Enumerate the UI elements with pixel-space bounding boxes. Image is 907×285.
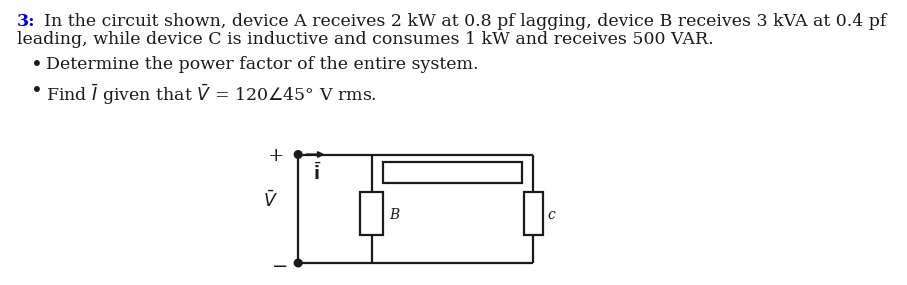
Text: Find $\bar{I}$ given that $\bar{V}$ = 120$\angle$45° V rms.: Find $\bar{I}$ given that $\bar{V}$ = 12… bbox=[46, 82, 377, 107]
Text: B: B bbox=[389, 208, 400, 223]
Circle shape bbox=[295, 260, 302, 266]
Text: +: + bbox=[268, 147, 285, 165]
Text: Determine the power factor of the entire system.: Determine the power factor of the entire… bbox=[46, 56, 479, 73]
Text: •: • bbox=[31, 56, 43, 75]
Bar bbox=[384, 162, 522, 183]
Text: A: A bbox=[447, 167, 457, 181]
Text: leading, while device C is inductive and consumes 1 kW and receives 500 VAR.: leading, while device C is inductive and… bbox=[17, 31, 714, 48]
Text: c: c bbox=[547, 208, 555, 223]
Text: 3:: 3: bbox=[17, 13, 35, 30]
Text: In the circuit shown, device A receives 2 kW at 0.8 pf lagging, device B receive: In the circuit shown, device A receives … bbox=[44, 13, 887, 30]
Text: −: − bbox=[272, 258, 288, 276]
Text: $\bar{\mathbf{i}}$: $\bar{\mathbf{i}}$ bbox=[313, 162, 322, 184]
Text: $\bar{V}$: $\bar{V}$ bbox=[263, 191, 278, 211]
Circle shape bbox=[295, 151, 302, 158]
Bar bbox=[523, 192, 543, 235]
Text: •: • bbox=[31, 82, 43, 101]
Bar bbox=[360, 192, 384, 235]
